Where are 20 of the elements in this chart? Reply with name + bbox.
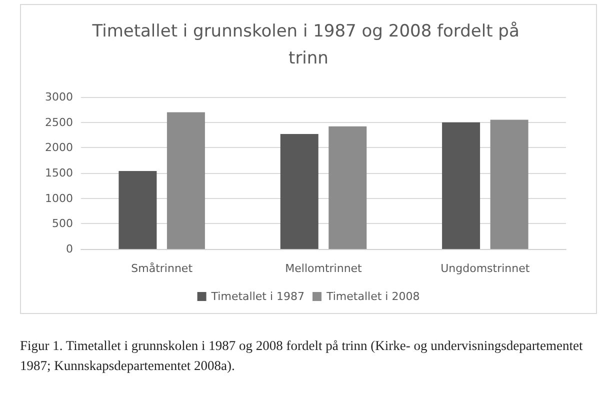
y-tick-label: 1500 <box>45 166 73 180</box>
text: Figur 1. Timetallet i grunnskolen i 1987 og 2008 fordelt på trinn (Kirke- og undervisningsdepartementet 1987; Kunnskapsdepartementet 2008a). <box>20 337 584 375</box>
bar <box>490 120 528 249</box>
bar <box>166 112 205 249</box>
x-tick-label: Mellomtrinnet <box>285 262 363 275</box>
legend-label: Timetallet i 1987 <box>210 290 305 303</box>
legend-label: Timetallet i 2008 <box>326 290 420 303</box>
bar <box>118 170 157 249</box>
y-tick-label: 2500 <box>45 116 73 129</box>
y-tick-label: 1000 <box>45 192 73 205</box>
x-tick-label: Ungdomstrinnet <box>440 262 530 275</box>
y-tick-label: 3000 <box>45 90 73 104</box>
bar <box>328 126 367 249</box>
y-tick-label: 0 <box>66 242 73 256</box>
y-tick-label: 500 <box>52 217 73 230</box>
y-tick-label: 2000 <box>45 141 73 154</box>
chart-title: Timetallet i grunnskolen i 1987 og 2008 fordelt på trinn <box>91 22 525 68</box>
bar <box>442 122 480 249</box>
bar <box>280 134 318 249</box>
x-tick-label: Småtrinnet <box>131 262 194 275</box>
